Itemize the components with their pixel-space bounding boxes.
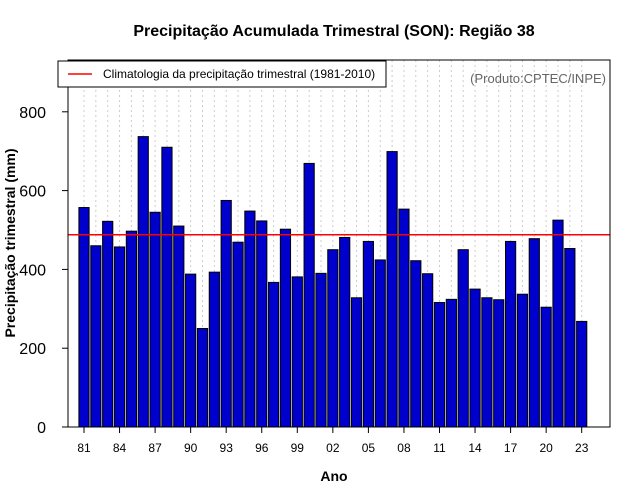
bar-1984 [113,246,126,428]
bar-2000 [303,162,315,428]
x-tick-label: 23 [575,441,589,455]
bar-2018 [516,293,529,428]
bar-2009 [410,260,422,428]
bar-2006 [374,259,386,428]
bar-2002 [327,249,339,428]
bar-1998 [279,228,292,428]
x-axis: 81 84 87 90 93 96 99 02 05 08 11 14 17 20 23 [77,427,589,455]
x-tick-label: 90 [184,441,198,455]
y-tick-label: 800 [19,105,46,122]
bar-1989 [173,225,185,428]
x-tick-label: 84 [113,441,127,455]
bar-2013 [457,249,469,428]
bar-1981 [78,207,90,428]
bar-1982 [90,245,102,428]
x-tick-label: 14 [468,441,482,455]
bar-2007 [386,151,398,428]
bar-1994 [232,241,244,428]
bar-1983 [102,220,114,428]
legend: Climatologia da precipitação trimestral … [57,60,387,88]
bar-2001 [315,272,327,428]
y-tick-label: 200 [19,341,46,358]
y-tick-label: 600 [19,184,46,201]
y-tick-label: 0 [37,420,46,437]
x-tick-label: 20 [539,441,553,455]
bar-2023 [576,320,588,428]
bar-2021 [552,219,564,428]
bar-2005 [362,240,374,428]
plot-frame [67,59,611,428]
bar-1995 [244,210,256,428]
legend-box [57,60,387,88]
x-tick-label: 99 [291,441,305,455]
bar-1992 [208,271,220,428]
x-tick-label: 81 [77,441,91,455]
y-tick-label: 400 [19,262,46,279]
bar-2020 [540,306,552,428]
bar-1986 [137,136,149,428]
x-tick-label: 08 [397,441,411,455]
bar-2015 [481,297,493,428]
x-tick-label: 96 [255,441,269,455]
bar-2012 [445,298,457,428]
bar-1997 [268,281,280,428]
bar-1999 [291,276,303,428]
x-tick-label: 02 [326,441,340,455]
source-note: (Produto:CPTEC/INPE) [470,71,606,86]
bar-2004 [350,297,363,428]
bar-1996 [256,220,268,428]
bars [78,136,588,428]
bar-1990 [185,273,197,428]
bar-1988 [161,146,173,428]
bar-1991 [196,328,209,428]
x-tick-label: 05 [362,441,376,455]
x-tick-label: 93 [220,441,234,455]
legend-label: Climatologia da precipitação trimestral … [103,67,375,81]
bar-1987 [149,211,161,428]
bar-2019 [528,238,540,428]
bar-2022 [564,248,576,428]
bar-1985 [125,230,138,428]
chart-title: Precipitação Acumulada Trimestral (SON):… [133,23,534,40]
bar-2011 [433,302,446,428]
x-tick-label: 87 [148,441,162,455]
bar-2017 [505,240,517,428]
x-tick-label: 17 [504,441,518,455]
y-axis-label: Precipitação trimestral (mm) [2,148,18,337]
x-axis-label: Ano [320,468,347,484]
y-axis: 0 200 400 600 800 [19,105,68,437]
bar-2016 [493,299,505,428]
bar-2010 [422,273,434,428]
bar-2003 [339,236,351,428]
bar-2014 [469,288,481,428]
bar-2008 [398,208,410,428]
x-tick-label: 11 [433,441,446,455]
